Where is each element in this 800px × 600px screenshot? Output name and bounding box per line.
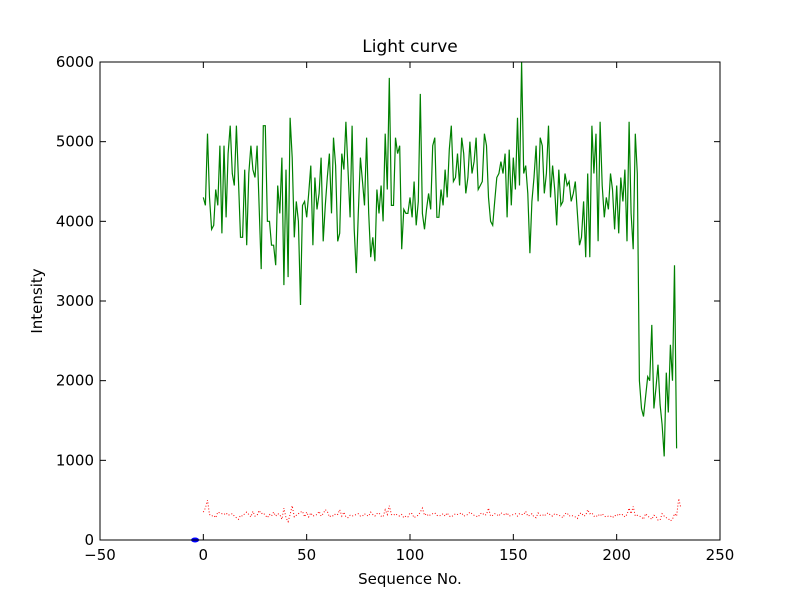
x-tick-label: 200 <box>602 546 631 564</box>
y-axis: 0 1000 2000 3000 4000 5000 6000 <box>56 53 720 549</box>
chart-title: Light curve <box>362 37 457 57</box>
y-tick-label: 1000 <box>56 451 94 469</box>
plot-frame <box>99 61 721 541</box>
x-tick-label: 100 <box>396 546 425 564</box>
x-tick-label: −50 <box>84 546 116 564</box>
x-tick-label: 150 <box>499 546 528 564</box>
y-tick-label: 3000 <box>56 292 94 310</box>
x-tick-label: 50 <box>297 546 316 564</box>
series-line-2 <box>202 498 682 524</box>
x-tick-label: 250 <box>706 546 735 564</box>
y-tick-label: 6000 <box>56 53 94 71</box>
y-axis-label: Intensity <box>28 268 46 333</box>
y-tick-label: 0 <box>84 531 94 549</box>
y-tick-label: 2000 <box>56 372 94 390</box>
series-line-1 <box>202 61 678 457</box>
y-tick-label: 5000 <box>56 133 94 151</box>
x-tick-label: 0 <box>199 546 209 564</box>
x-axis-label: Sequence No. <box>358 570 462 588</box>
x-axis: −50 0 50 100 150 200 250 <box>84 62 734 564</box>
y-tick-label: 4000 <box>56 212 94 230</box>
